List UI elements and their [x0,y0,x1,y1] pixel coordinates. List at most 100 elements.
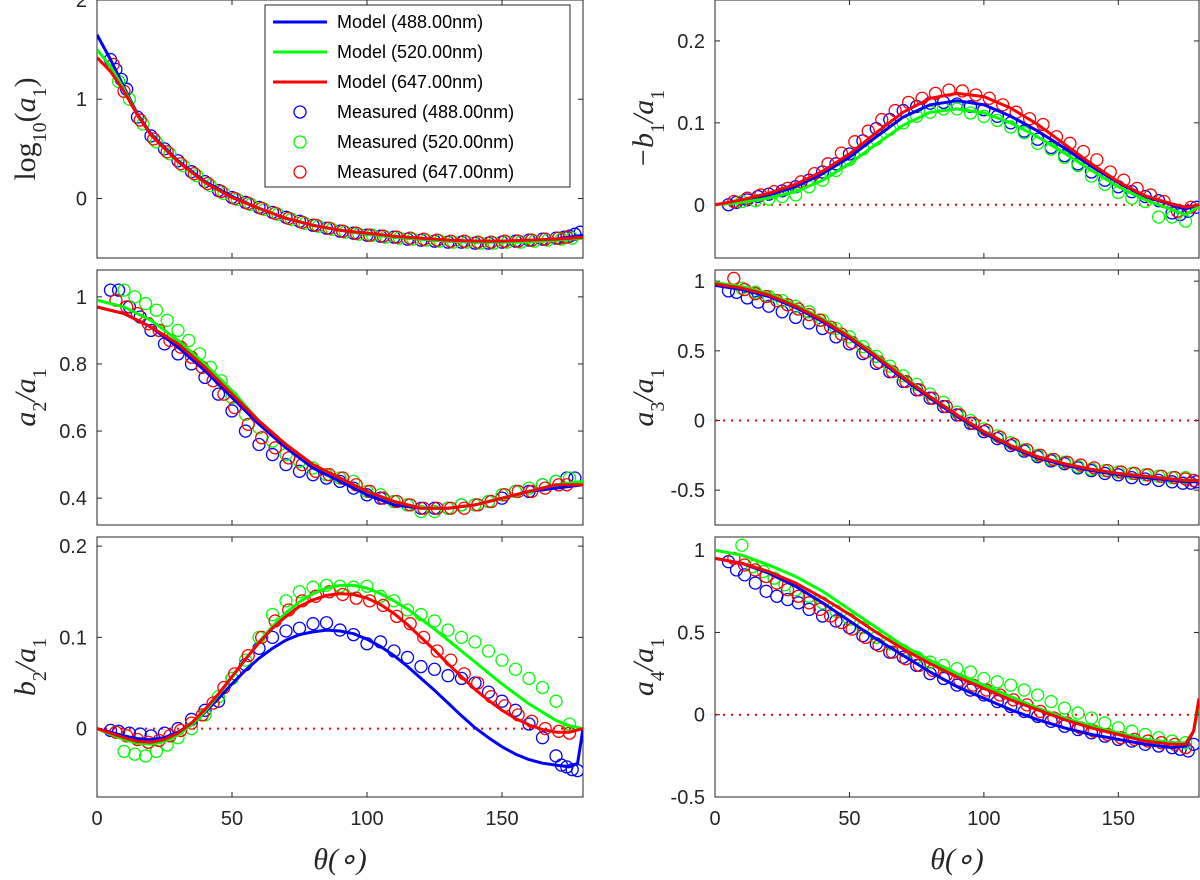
y-tick-label: 1 [76,89,87,111]
series-line-model-647-00nm- [715,282,1199,482]
legend-marker [293,165,307,179]
data-point [481,644,496,658]
data-point [861,124,875,138]
data-point [117,283,131,297]
data-point [1017,683,1031,697]
data-point [427,614,442,628]
x-tick-label: 150 [1102,808,1135,830]
data-point [1152,210,1166,224]
data-point [813,602,827,617]
data-point [495,653,509,667]
plot-data [97,33,583,250]
data-point [468,635,482,649]
plot-data [715,538,1199,758]
data-point [265,607,280,622]
data-point [417,630,431,645]
y-tick-label: 0 [76,188,87,210]
data-point [522,717,536,731]
data-point [565,762,579,777]
data-point [522,671,536,686]
data-point [759,584,773,598]
data-point [184,716,199,730]
data-point [136,117,150,131]
data-point [228,191,242,206]
data-point [176,159,191,173]
data-point [414,659,428,674]
data-point [268,441,282,455]
data-point [282,451,296,465]
data-point [306,617,320,631]
data-point [182,333,196,348]
data-point [265,447,280,462]
data-point [390,609,404,624]
series-line-model-647-00nm- [715,91,1199,209]
y-tick-label: 0.6 [59,421,87,443]
series-line-model-647-00nm- [97,56,583,243]
series-line-model-647-00nm- [97,305,583,510]
y-tick-label: 1 [76,287,87,309]
legend-label: Model (488.00nm) [337,12,483,32]
y-tick-label: 0 [694,705,705,727]
data-point [195,708,209,722]
legend: Model (488.00nm) Model (520.00nm) Model (6… [264,4,571,188]
data-point [376,598,390,613]
legend-box [264,4,571,188]
data-point [128,290,142,304]
legend-marker [293,135,307,149]
data-point [238,424,253,438]
y-tick-label: 0.5 [677,341,705,363]
y-tick-label: 2 [76,0,87,12]
data-point [996,98,1010,112]
data-point [829,157,843,171]
legend-label: Model (647.00nm) [337,72,483,92]
x-tick-label: 0 [709,808,720,830]
data-point [149,135,164,149]
y-tick-label: 0.8 [59,354,87,376]
data-point [174,157,188,171]
y-tick-label: 0.1 [677,113,705,135]
panel-a2-over-a1: 0.4 0.6 0.8 1 a2/a1 [9,269,584,526]
y-tick-label: 0 [76,719,87,741]
y-tick-label: 0.4 [59,488,87,510]
data-point [1031,688,1045,702]
data-point [928,86,943,101]
data-point [963,99,978,114]
data-point [103,283,118,297]
data-point [1071,706,1085,720]
data-point [1057,701,1072,715]
data-point [111,283,126,297]
data-point [414,504,428,519]
plot-frame [714,536,1200,798]
legend-entry: Model (647.00nm) [273,72,483,92]
data-point [128,747,142,761]
data-point [225,404,239,418]
data-point [848,135,862,149]
y-tick-label: 1 [694,540,705,562]
data-point [990,675,1004,689]
y-axis-label: a4/a1 [627,638,669,696]
data-point [214,184,228,199]
y-tick-label: 0 [694,195,705,217]
legend-entry: Model (520.00nm) [273,42,483,62]
data-point [241,417,255,431]
data-point [748,576,762,590]
data-point [549,694,563,708]
data-point [201,176,215,191]
x-tick-label: 150 [485,808,518,830]
legend-label: Measured (488.00nm) [337,102,514,122]
data-point [899,652,913,666]
y-tick-label: -0.5 [671,480,705,502]
y-tick-label: 0.1 [59,627,87,649]
legend-marker [293,105,307,119]
data-point [735,538,749,552]
data-point [791,596,806,610]
data-point [163,147,177,161]
data-point [203,178,218,193]
plot-data [715,83,1199,228]
data-point [206,696,220,710]
data-point [255,630,269,645]
legend-entry: Model (488.00nm) [273,12,483,32]
legend-entry: Measured (647.00nm) [293,162,514,182]
series-measured-647-00nm- [727,83,1198,218]
